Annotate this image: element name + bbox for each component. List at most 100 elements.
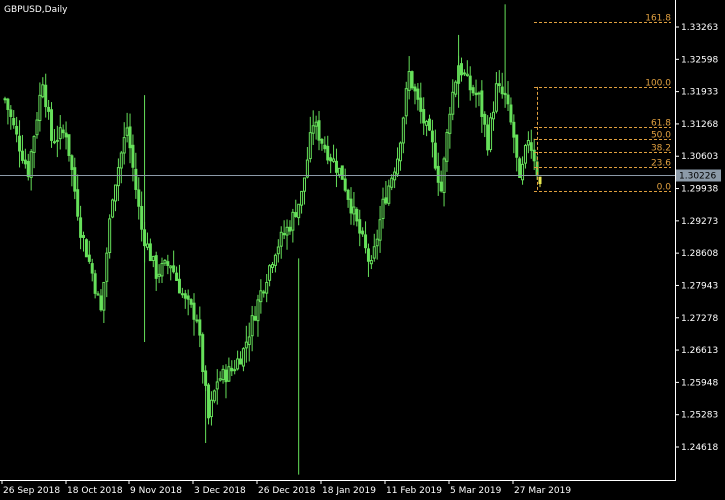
candle (349, 187, 353, 225)
date-tick-label: 9 Nov 2018 (130, 486, 182, 496)
candle (506, 81, 510, 111)
candle (416, 83, 420, 111)
candle (358, 209, 362, 247)
candle (172, 250, 176, 274)
candle (428, 114, 432, 132)
candle (468, 66, 472, 101)
candle (52, 129, 56, 145)
price-tick-label: 1.31268 (681, 120, 718, 130)
candle (111, 198, 115, 219)
candle (285, 219, 289, 250)
candle (3, 96, 7, 104)
candle (224, 364, 228, 399)
candle (244, 325, 248, 363)
candle (515, 134, 519, 172)
candle (326, 135, 330, 165)
candle (148, 238, 152, 262)
candle (396, 147, 400, 177)
candle (35, 112, 39, 139)
candle (509, 97, 513, 125)
candle (445, 128, 449, 172)
candle (183, 289, 187, 309)
candle (256, 294, 260, 337)
candle (151, 255, 155, 268)
candle (15, 116, 19, 143)
candle (76, 174, 80, 221)
candle (407, 56, 411, 100)
candle (422, 97, 426, 135)
candle (302, 177, 306, 205)
candle (61, 124, 65, 139)
candle (175, 266, 179, 281)
candle (451, 79, 455, 121)
candle (334, 148, 338, 188)
candle (160, 257, 164, 283)
candle (352, 192, 356, 226)
candle (93, 269, 97, 299)
candle (18, 120, 22, 168)
candle (381, 187, 385, 229)
candle (494, 71, 498, 114)
candle (239, 351, 243, 365)
candle (288, 220, 292, 235)
candle (459, 57, 463, 82)
candle (384, 181, 388, 205)
candle (462, 69, 466, 77)
price-tick-label: 1.27278 (681, 314, 718, 324)
price-tick-label: 1.32598 (681, 55, 718, 65)
date-tick-label: 26 Sep 2018 (3, 486, 60, 496)
candle (23, 148, 27, 169)
fib-level-label: 161.8 (645, 14, 671, 24)
candle (268, 264, 272, 287)
fib-level-label: 38.2 (651, 144, 671, 154)
candle (145, 232, 149, 251)
price-tick-label: 1.30603 (681, 152, 718, 162)
candle (195, 314, 199, 324)
candle (131, 134, 135, 182)
candle (419, 82, 423, 124)
candle (430, 119, 434, 158)
candle (82, 231, 86, 252)
candle (300, 190, 304, 214)
candle (241, 347, 245, 372)
candle (387, 179, 391, 206)
price-tick-label: 1.25283 (681, 411, 718, 421)
candle (177, 264, 181, 294)
candle (512, 114, 516, 154)
candle (102, 281, 106, 324)
candle (529, 129, 533, 159)
candle (192, 293, 196, 336)
candle (364, 221, 368, 254)
candle (87, 240, 91, 264)
candle (230, 360, 234, 377)
price-tick-label: 1.24618 (681, 443, 718, 453)
candle (401, 116, 405, 154)
candle (273, 253, 277, 273)
date-tick-label: 18 Jan 2019 (322, 486, 376, 496)
candle (84, 238, 88, 258)
candle (116, 158, 120, 202)
price-tick-label: 1.29938 (681, 185, 718, 195)
candle (218, 371, 222, 382)
candle (297, 203, 301, 226)
candle-series (3, 4, 542, 475)
candle (50, 102, 54, 148)
date-tick-label: 18 Oct 2018 (67, 486, 123, 496)
fib-level-label: 0.0 (657, 183, 672, 193)
candle (96, 291, 100, 296)
candle (67, 134, 71, 162)
current-price-tag: 1.30226 (676, 169, 721, 182)
candle (73, 157, 77, 200)
candle (390, 174, 394, 191)
candle (201, 332, 205, 384)
candle (119, 150, 123, 184)
candle (253, 306, 257, 322)
candle (410, 70, 414, 90)
candle (323, 136, 327, 153)
candle (163, 258, 167, 266)
candle (465, 60, 469, 77)
candle (311, 110, 315, 145)
candle (279, 226, 283, 259)
